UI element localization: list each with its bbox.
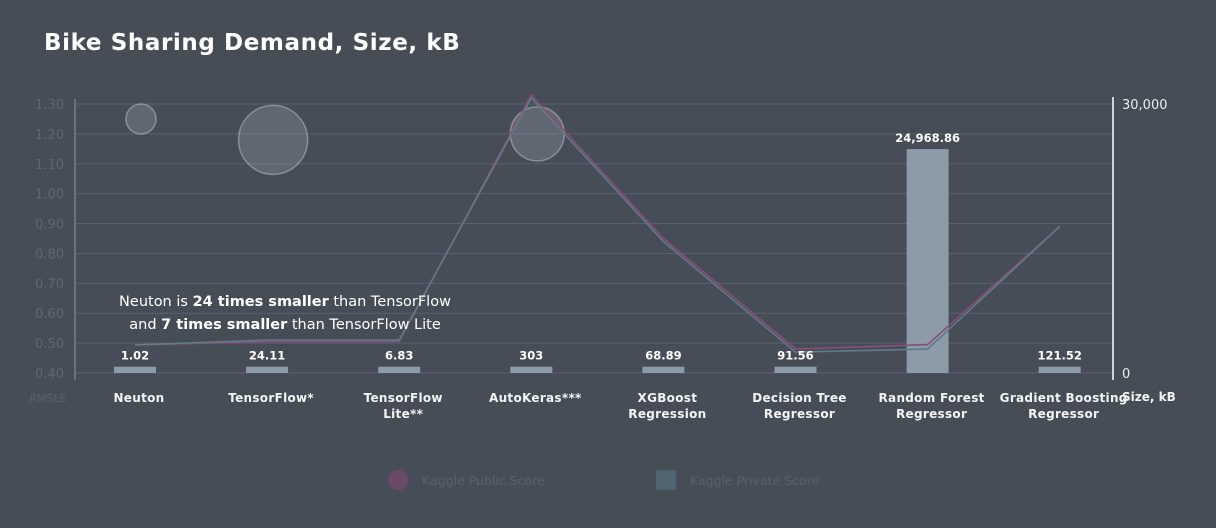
category-label: Random Forest <box>879 391 985 405</box>
bar <box>378 366 421 373</box>
label-layer: 1.02 24.11 6.83 303 68.89 91.56 24,968.86 121.5… <box>113 131 1127 421</box>
left-tick-label: 0.60 <box>35 307 64 322</box>
legend-label-public: Kaggle Public Score <box>422 472 545 488</box>
left-tick-label: 0.50 <box>35 337 64 352</box>
bar-value-label: 6.83 <box>385 349 413 363</box>
category-label: Decision Tree <box>752 391 847 405</box>
category-label: Regressor <box>764 407 835 421</box>
left-tick-label: 0.80 <box>35 247 64 262</box>
bar-value-label: 303 <box>519 349 543 363</box>
public-score-line <box>134 93 1061 350</box>
category-label: AutoKeras*** <box>489 391 582 405</box>
bar-value-label: 24.11 <box>249 349 285 363</box>
category-label: Gradient Boosting <box>1000 391 1128 405</box>
legend-swatch-private <box>656 470 676 490</box>
bubble <box>125 103 157 135</box>
legend-item-public[interactable]: Kaggle Public Score <box>388 470 545 490</box>
left-tick-label: 0.90 <box>35 218 64 233</box>
annotation-line1-prefix: Neuton is <box>119 294 193 310</box>
bar-value-label: 68.89 <box>645 349 681 363</box>
left-tick-label: 0.40 <box>35 367 64 382</box>
left-tick-label: 1.00 <box>35 188 64 203</box>
category-label: Neuton <box>113 391 164 405</box>
bar <box>774 366 817 373</box>
line-layer <box>134 93 1061 353</box>
category-label: TensorFlow <box>364 391 443 405</box>
legend-swatch-public <box>388 470 408 490</box>
right-axis-title: Size, kB <box>1122 390 1176 404</box>
bar <box>114 366 156 373</box>
category-label: Lite** <box>383 407 423 421</box>
annotation-line2-bold: 7 times smaller <box>161 317 288 333</box>
category-label: XGBoost <box>638 391 698 405</box>
legend-item-private[interactable]: Kaggle Private Score <box>656 470 819 490</box>
annotation-line1-suffix: than TensorFlow <box>328 294 451 310</box>
left-axis-title: RMSLE <box>29 392 66 405</box>
bar <box>510 366 553 373</box>
annotation-text: Neuton is 24 times smaller than TensorFl… <box>90 291 480 337</box>
right-tick-label: 30,000 <box>1122 98 1168 113</box>
category-label: Regression <box>628 407 706 421</box>
bubble-layer <box>125 103 566 176</box>
private-score-line <box>134 96 1061 353</box>
category-label: Regressor <box>896 407 967 421</box>
bubble <box>509 106 566 162</box>
bar-layer <box>114 149 1081 373</box>
category-label: TensorFlow* <box>228 391 314 405</box>
right-tick-label: 0 <box>1122 367 1130 382</box>
annotation-line2-suffix: than TensorFlow Lite <box>287 317 441 333</box>
axis-layer: 1.30 1.20 1.10 1.00 0.90 0.80 0.70 0.60 0.50 0.40… <box>29 97 1176 405</box>
annotation-line1-bold: 24 times smaller <box>192 294 329 310</box>
left-tick-label: 1.20 <box>35 128 64 143</box>
bar-value-label: 24,968.86 <box>895 131 960 145</box>
chart-title: Bike Sharing Demand, Size, kB <box>44 30 461 56</box>
legend-label-private: Kaggle Private Score <box>690 472 820 488</box>
category-label: Regressor <box>1028 407 1099 421</box>
annotation-line2-prefix: and <box>129 317 162 333</box>
left-tick-label: 1.30 <box>35 98 64 113</box>
bar-value-label: 1.02 <box>121 349 149 363</box>
bar <box>906 149 949 373</box>
bubble <box>237 104 309 176</box>
bar <box>1038 366 1081 373</box>
bar <box>642 366 685 373</box>
left-tick-label: 0.70 <box>35 277 64 292</box>
bar-value-label: 121.52 <box>1038 349 1082 363</box>
left-tick-label: 1.10 <box>35 158 64 173</box>
bar-value-label: 91.56 <box>777 349 813 363</box>
bar <box>246 366 289 373</box>
